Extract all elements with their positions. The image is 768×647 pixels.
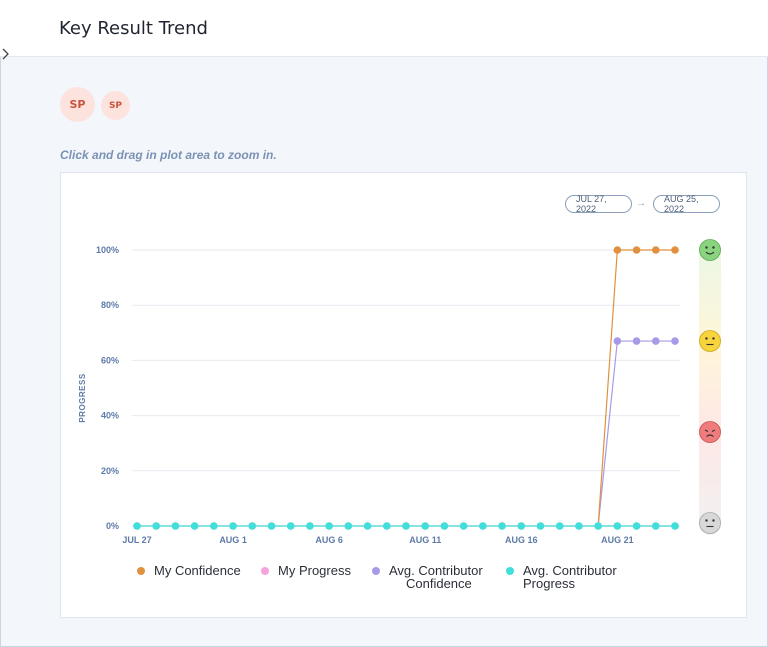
chevron-right-icon bbox=[2, 48, 9, 60]
data-point-my_confidence[interactable] bbox=[632, 246, 641, 254]
data-point-avg_contributor_confidence[interactable] bbox=[651, 337, 660, 345]
data-point-avg_contributor_progress[interactable] bbox=[498, 522, 506, 530]
legend-dot bbox=[261, 567, 269, 575]
happy-face-icon[interactable] bbox=[699, 239, 721, 261]
data-point-avg_contributor_progress[interactable] bbox=[267, 522, 276, 530]
date-range-arrow: → bbox=[636, 198, 646, 209]
y-axis-label: PROGRESS bbox=[78, 373, 87, 423]
legend-item-my-progress[interactable]: My Progress bbox=[261, 564, 351, 577]
start-date-button[interactable]: JUL 27, 2022 bbox=[565, 194, 632, 214]
neutral-face-icon[interactable] bbox=[699, 330, 721, 352]
x-tick-label: JUL 27 bbox=[122, 535, 151, 545]
chart-panel[interactable] bbox=[60, 172, 747, 618]
avatar[interactable]: SP bbox=[60, 87, 95, 122]
data-point-avg_contributor_progress[interactable] bbox=[325, 522, 333, 530]
legend-item-avg-contributor-confidence[interactable]: Avg. Contributor Confidence bbox=[372, 564, 483, 590]
data-point-avg_contributor_progress[interactable] bbox=[190, 522, 199, 530]
data-point-avg_contributor_confidence[interactable] bbox=[613, 337, 622, 345]
x-tick-label: AUG 1 bbox=[219, 535, 247, 545]
data-point-avg_contributor_progress[interactable] bbox=[344, 522, 353, 530]
y-tick-label: 80% bbox=[101, 300, 119, 310]
data-point-avg_contributor_progress[interactable] bbox=[479, 522, 487, 530]
legend-item-avg-contributor-progress[interactable]: Avg. Contributor Progress bbox=[506, 564, 617, 590]
expand-sidebar-button[interactable] bbox=[0, 44, 12, 64]
data-point-avg_contributor_progress[interactable] bbox=[248, 522, 257, 530]
data-point-avg_contributor_progress[interactable] bbox=[286, 522, 295, 530]
y-tick-label: 100% bbox=[96, 245, 119, 255]
avatar[interactable]: SP bbox=[101, 91, 130, 120]
data-point-avg_contributor_progress[interactable] bbox=[613, 522, 622, 530]
data-point-avg_contributor_progress[interactable] bbox=[402, 522, 410, 530]
x-tick-label: AUG 16 bbox=[505, 535, 538, 545]
data-point-avg_contributor_progress[interactable] bbox=[594, 522, 602, 530]
data-point-avg_contributor_confidence[interactable] bbox=[632, 337, 641, 345]
y-tick-label: 40% bbox=[101, 411, 119, 421]
y-tick-label: 20% bbox=[101, 466, 119, 476]
data-point-avg_contributor_progress[interactable] bbox=[210, 522, 218, 530]
sad-face-icon[interactable] bbox=[699, 421, 721, 443]
legend-label: Avg. Contributor bbox=[389, 563, 483, 578]
no-status-face-icon[interactable] bbox=[699, 512, 721, 534]
end-date-button[interactable]: AUG 25, 2022 bbox=[653, 194, 720, 214]
data-point-avg_contributor_progress[interactable] bbox=[306, 522, 314, 530]
confidence-scale bbox=[699, 240, 721, 535]
data-point-avg_contributor_progress[interactable] bbox=[382, 522, 391, 530]
data-point-avg_contributor_progress[interactable] bbox=[229, 522, 237, 530]
legend-dot bbox=[137, 567, 145, 575]
legend-dot bbox=[372, 567, 380, 575]
legend-item-my-confidence[interactable]: My Confidence bbox=[137, 564, 241, 577]
x-tick-label: AUG 21 bbox=[601, 535, 634, 545]
data-point-avg_contributor_progress[interactable] bbox=[440, 522, 449, 530]
data-point-avg_contributor_progress[interactable] bbox=[421, 522, 430, 530]
data-point-avg_contributor_progress[interactable] bbox=[152, 522, 161, 530]
legend-label: Confidence bbox=[406, 576, 472, 591]
data-point-avg_contributor_progress[interactable] bbox=[517, 522, 526, 530]
x-tick-label: AUG 11 bbox=[409, 535, 441, 545]
data-point-my_confidence[interactable] bbox=[613, 246, 622, 254]
data-point-avg_contributor_progress[interactable] bbox=[671, 522, 679, 530]
data-point-avg_contributor_progress[interactable] bbox=[555, 522, 564, 530]
y-tick-label: 60% bbox=[101, 355, 119, 365]
legend-label: Progress bbox=[523, 576, 576, 591]
data-point-avg_contributor_progress[interactable] bbox=[171, 522, 180, 530]
series-line-my_confidence bbox=[597, 249, 675, 527]
data-point-avg_contributor_progress[interactable] bbox=[363, 522, 372, 530]
page-title: Key Result Trend bbox=[59, 18, 208, 39]
legend-label: My Progress bbox=[278, 563, 351, 578]
data-point-my_confidence[interactable] bbox=[651, 246, 660, 254]
data-point-my_confidence[interactable] bbox=[671, 246, 679, 254]
data-point-avg_contributor_progress[interactable] bbox=[536, 522, 545, 530]
data-point-avg_contributor_progress[interactable] bbox=[651, 522, 660, 530]
data-point-avg_contributor_progress[interactable] bbox=[459, 522, 468, 530]
y-tick-label: 0% bbox=[106, 521, 119, 531]
legend-label: My Confidence bbox=[154, 563, 241, 578]
data-point-avg_contributor_confidence[interactable] bbox=[671, 337, 679, 345]
data-point-avg_contributor_progress[interactable] bbox=[632, 522, 641, 530]
legend-dot bbox=[506, 567, 514, 575]
zoom-hint: Click and drag in plot area to zoom in. bbox=[60, 148, 277, 162]
legend-label: Avg. Contributor bbox=[523, 563, 617, 578]
data-point-avg_contributor_progress[interactable] bbox=[575, 522, 583, 530]
x-tick-label: AUG 6 bbox=[315, 535, 343, 545]
header: Key Result Trend bbox=[0, 0, 768, 57]
data-point-avg_contributor_progress[interactable] bbox=[133, 522, 141, 530]
legend: My Confidence My Progress Avg. Contribut… bbox=[0, 564, 768, 594]
